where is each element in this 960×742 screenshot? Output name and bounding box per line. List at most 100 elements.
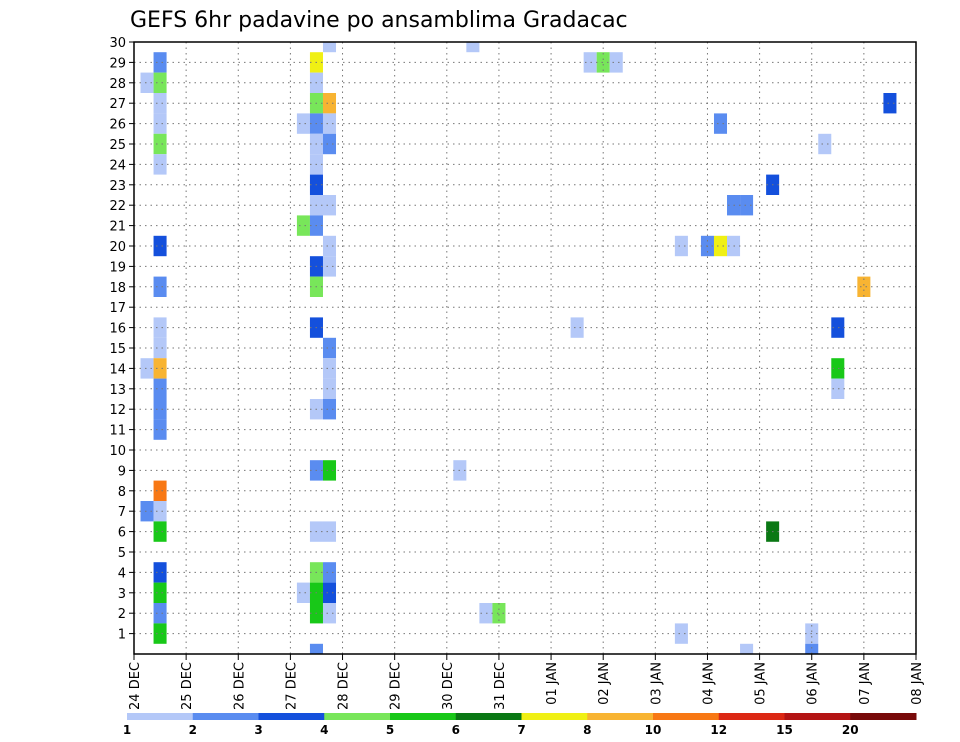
heatmap-cell: [153, 113, 167, 134]
heatmap-cell: [153, 501, 167, 522]
colorbar-swatch: [653, 713, 720, 720]
colorbar-swatch: [521, 713, 588, 720]
y-tick-label: 30: [109, 36, 126, 51]
heatmap-cell: [153, 52, 167, 73]
heatmap-cell: [322, 562, 337, 583]
y-axis-ticks: 1234567891011121314151617181920212223242…: [109, 36, 134, 643]
heatmap-cell: [153, 154, 167, 175]
heatmap-cell: [153, 521, 167, 542]
heatmap-cell: [883, 93, 897, 114]
heatmap-cell: [674, 235, 688, 257]
colorbar-label: 8: [583, 723, 591, 737]
heatmap-cell: [322, 603, 337, 624]
y-tick-label: 29: [109, 56, 126, 71]
heatmap-cell: [153, 337, 167, 359]
heatmap-cell: [153, 419, 167, 440]
y-tick-label: 18: [109, 281, 126, 296]
x-axis-ticks: 24 DEC 25 DEC 26 DEC 27 DEC 28 DEC 29 DEC 30 D…: [128, 654, 925, 710]
colorbar-swatch: [127, 713, 194, 720]
colorbar-label: 12: [710, 723, 727, 737]
colorbar-label: 6: [452, 723, 460, 737]
heatmap-cell: [322, 42, 337, 53]
colorbar-label: 2: [189, 723, 197, 737]
colorbar-swatch: [455, 713, 522, 720]
heatmap-cell: [322, 113, 337, 134]
heatmap-cell: [153, 133, 167, 155]
heatmap-cell: [322, 399, 337, 420]
heatmap-cell: [296, 113, 310, 134]
heatmap-cell: [140, 501, 154, 522]
heatmap-cell: [322, 235, 337, 257]
colorbar-label: 7: [517, 723, 525, 737]
heatmap-cell: [674, 623, 688, 644]
heatmap-cell: [322, 256, 337, 277]
heatmap-cell: [713, 235, 728, 257]
heatmap-cell: [153, 358, 167, 379]
y-tick-label: 2: [118, 607, 126, 622]
x-tick-label: 01 JAN: [545, 662, 560, 705]
heatmap-cell: [153, 72, 167, 93]
heatmap-cell: [296, 215, 310, 236]
colorbar-label: 4: [320, 723, 328, 737]
grid-lines: [134, 42, 916, 654]
heatmap-cell: [322, 460, 337, 481]
y-tick-label: 4: [118, 566, 126, 581]
heatmap-cell: [153, 582, 167, 603]
colorbar-swatch: [784, 713, 851, 720]
y-tick-label: 27: [109, 97, 126, 112]
heatmap-cell: [322, 582, 337, 603]
y-tick-label: 14: [109, 362, 126, 377]
x-tick-label: 03 JAN: [649, 662, 664, 705]
y-tick-label: 21: [109, 220, 126, 235]
heatmap-cell: [153, 603, 167, 624]
x-tick-label: 02 JAN: [597, 662, 612, 705]
y-tick-label: 12: [109, 403, 126, 418]
y-tick-label: 7: [118, 505, 126, 520]
colorbar-swatch: [258, 713, 325, 720]
y-tick-label: 28: [109, 77, 126, 92]
y-tick-label: 25: [109, 138, 126, 153]
colorbar-swatch: [850, 713, 917, 720]
y-tick-label: 9: [118, 464, 126, 479]
heatmap-cell: [140, 358, 154, 379]
heatmap-cell: [322, 93, 337, 114]
colorbar-swatch: [324, 713, 391, 720]
x-tick-label: 25 DEC: [180, 662, 195, 710]
heatmap-cell: [153, 93, 167, 114]
y-tick-label: 20: [109, 240, 126, 255]
heatmap-cell: [740, 195, 754, 216]
y-tick-label: 17: [109, 301, 126, 316]
colorbar-swatch: [192, 713, 259, 720]
heatmap-cell: [153, 378, 167, 399]
heatmap-cell: [479, 603, 493, 624]
heatmap-cell: [466, 42, 480, 53]
y-tick-label: 16: [109, 322, 126, 337]
colorbar-label: 3: [254, 723, 262, 737]
x-tick-label: 05 JAN: [754, 662, 769, 705]
y-tick-label: 24: [109, 158, 126, 173]
x-tick-label: 28 DEC: [337, 662, 352, 710]
heatmap-cell: [322, 133, 337, 155]
colorbar-swatch: [718, 713, 785, 720]
y-tick-label: 13: [109, 383, 126, 398]
heatmap-cell: [322, 337, 337, 359]
heatmap-cell: [570, 317, 584, 338]
x-tick-label: 07 JAN: [858, 662, 873, 705]
colorbar-label: 5: [386, 723, 394, 737]
colorbar-label: 20: [842, 723, 859, 737]
heatmap-cell: [153, 623, 167, 644]
heatmap-cell: [322, 358, 337, 379]
x-tick-label: 04 JAN: [701, 662, 716, 705]
y-tick-label: 5: [118, 546, 126, 561]
y-tick-label: 19: [109, 260, 126, 275]
colorbar-label: 10: [645, 723, 662, 737]
heatmap-cell: [609, 52, 623, 73]
y-tick-label: 26: [109, 118, 126, 133]
heatmap-cell: [153, 480, 167, 501]
heatmap-cell: [831, 317, 845, 338]
heatmap-cell: [322, 521, 337, 542]
x-tick-label: 06 JAN: [806, 662, 821, 705]
heatmap-cell: [583, 52, 597, 73]
heatmap-cell: [296, 582, 310, 603]
heatmap-cell: [713, 113, 728, 134]
